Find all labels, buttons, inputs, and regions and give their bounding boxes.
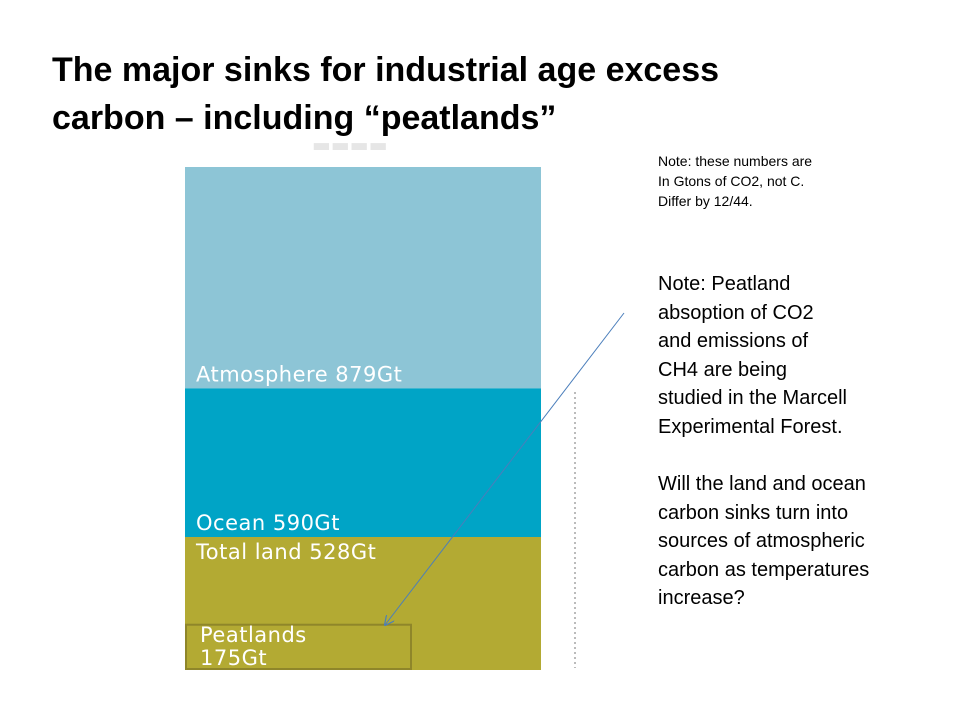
note-peatland-line-5: studied in the Marcell (658, 387, 847, 410)
question-text: Will the land and ocean carbon sinks tur… (658, 470, 869, 613)
note-units-line-3: Differ by 12/44. (658, 193, 753, 209)
note-units: Note: these numbers are In Gtons of CO2,… (658, 151, 812, 211)
note-peatland-line-6: Experimental Forest. (658, 415, 843, 438)
note-peatland-line-2: absoption of CO2 (658, 301, 814, 324)
question-line-5: increase? (658, 587, 745, 610)
note-units-line-1: Note: these numbers are (658, 153, 813, 169)
label-atmosphere: Atmosphere 879Gt (196, 362, 402, 386)
question-line-3: sources of atmospheric (658, 530, 865, 553)
bar-segment-ocean (185, 388, 541, 538)
bar-segment-peatlands (185, 623, 412, 671)
note-peatland-line-1: Note: Peatland (658, 273, 791, 295)
question-line-2: carbon sinks turn into (658, 501, 849, 524)
label-peatlands-value: 175Gt (200, 646, 267, 670)
note-units-line-2: In Gtons of CO2, not C. (658, 173, 805, 189)
question-line-4: carbon as temperatures (658, 558, 870, 581)
slide-title-line-1: The major sinks for industrial age exces… (52, 51, 720, 89)
bar-segment-total-land (185, 537, 541, 670)
label-total-land: Total land 528Gt (195, 540, 376, 564)
note-peatland-line-4: CH4 are being (658, 358, 787, 381)
note-peatland: Note: Peatland absoption of CO2 and emis… (658, 270, 847, 442)
label-peatlands-name: Peatlands (200, 623, 307, 647)
question-line-1: Will the land and ocean (658, 473, 866, 495)
pointer-arrow (385, 312, 625, 625)
slide-title: The major sinks for industrial age exces… (52, 46, 719, 142)
slide-title-line-2: carbon – including “peatlands” (52, 99, 557, 137)
cropped-chart-header: ▬▬▬▬ (312, 140, 408, 150)
label-ocean: Ocean 590Gt (196, 511, 340, 535)
bar-segment-atmosphere (185, 167, 541, 389)
note-peatland-line-3: and emissions of (658, 330, 809, 353)
